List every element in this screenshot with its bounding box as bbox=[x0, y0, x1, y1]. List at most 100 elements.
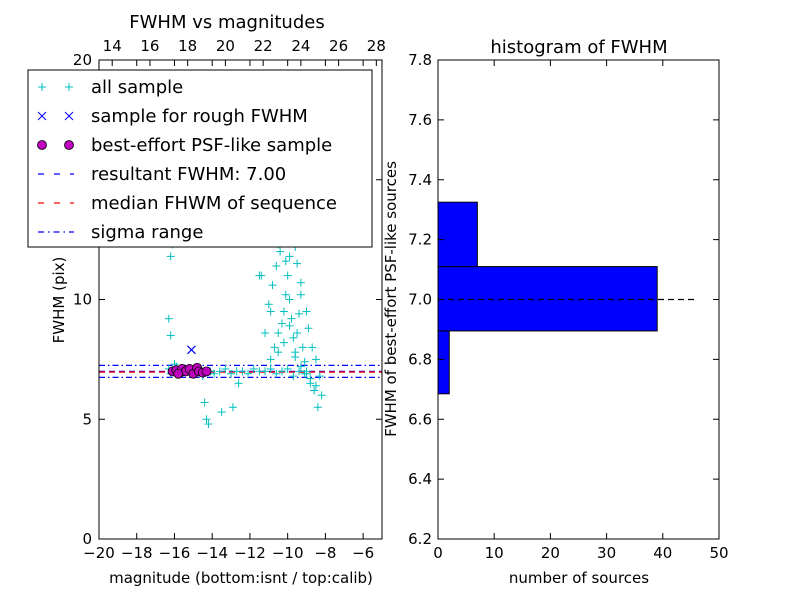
scatter-point-all-sample bbox=[317, 391, 326, 400]
scatter-point-all-sample bbox=[285, 321, 294, 330]
y-tick-label: 7.4 bbox=[408, 171, 432, 189]
scatter-point-all-sample bbox=[244, 369, 253, 378]
scatter-title: FWHM vs magnitudes bbox=[129, 12, 324, 33]
scatter-point-all-sample bbox=[311, 355, 320, 364]
scatter-point-all-sample bbox=[302, 307, 311, 316]
scatter-point-all-sample bbox=[266, 307, 275, 316]
x-tick-label: 30 bbox=[597, 544, 616, 562]
scatter-point-all-sample bbox=[221, 364, 230, 373]
scatter-point-all-sample bbox=[266, 364, 275, 373]
scatter-point-all-sample bbox=[304, 324, 313, 333]
scatter-point-all-sample bbox=[281, 257, 290, 266]
scatter-chart: FWHM vs magnitudes −20 −18 −16 −14 −12 −10 −8−… bbox=[27, 12, 386, 587]
scatter-point-all-sample bbox=[310, 386, 319, 395]
scatter-point-all-sample bbox=[278, 319, 287, 328]
x-tick-label: −14 bbox=[196, 544, 228, 562]
scatter-xlabel: magnitude (bottom:isnt / top:calib) bbox=[109, 569, 373, 587]
scatter-point-all-sample bbox=[234, 379, 243, 388]
scatter-point-all-sample bbox=[306, 379, 315, 388]
scatter-point-all-sample bbox=[283, 271, 292, 280]
scatter-point-all-sample bbox=[200, 398, 209, 407]
scatter-point-all-sample bbox=[276, 247, 285, 256]
scatter-point-all-sample bbox=[279, 338, 288, 347]
scatter-point-all-sample bbox=[283, 364, 292, 373]
x-tick-label: 40 bbox=[653, 544, 672, 562]
x-tick-label: 50 bbox=[709, 544, 728, 562]
scatter-point-all-sample bbox=[293, 259, 302, 268]
x-tick-label: 20 bbox=[541, 544, 560, 562]
y-tick-label: 6.6 bbox=[408, 410, 432, 428]
y-tick-label: 7.0 bbox=[408, 291, 432, 309]
scatter-point-all-sample bbox=[261, 329, 270, 338]
scatter-point-all-sample bbox=[210, 369, 219, 378]
scatter-point-all-sample bbox=[289, 333, 298, 342]
scatter-point-all-sample bbox=[291, 352, 300, 361]
scatter-point-all-sample bbox=[302, 367, 311, 376]
scatter-point-all-sample bbox=[281, 290, 290, 299]
x-tick-label: 0 bbox=[433, 544, 443, 562]
scatter-point-all-sample bbox=[228, 403, 237, 412]
y-tick-label: 7.2 bbox=[408, 231, 432, 249]
top-tick-label: 26 bbox=[329, 37, 348, 55]
scatter-point-all-sample bbox=[272, 369, 281, 378]
histogram-bar bbox=[437, 201, 478, 268]
scatter-point-all-sample bbox=[272, 261, 281, 270]
legend-box bbox=[27, 69, 373, 248]
scatter-point-all-sample bbox=[296, 290, 305, 299]
scatter-point-psf-sample bbox=[201, 366, 212, 377]
top-tick-label: 20 bbox=[216, 37, 235, 55]
scatter-point-all-sample bbox=[315, 372, 324, 381]
histogram-xlabel: number of sources bbox=[509, 569, 649, 587]
top-tick-label: 18 bbox=[178, 37, 197, 55]
scatter-point-all-sample bbox=[266, 355, 275, 364]
legend: all sample sample for rough FWHM best-effo… bbox=[27, 69, 373, 248]
scatter-point-all-sample bbox=[249, 364, 258, 373]
y-tick-label: 6.8 bbox=[408, 350, 432, 368]
scatter-point-all-sample bbox=[227, 369, 236, 378]
scatter-point-all-sample bbox=[217, 408, 226, 417]
scatter-point-all-sample bbox=[238, 367, 247, 376]
legend-label: best-effort PSF-like sample bbox=[91, 135, 332, 156]
scatter-point-all-sample bbox=[285, 295, 294, 304]
y-tick-label: 7.6 bbox=[408, 111, 432, 129]
scatter-point-all-sample bbox=[293, 329, 302, 338]
scatter-point-all-sample bbox=[300, 357, 309, 366]
scatter-point-all-sample bbox=[166, 331, 175, 340]
x-tick-label: −18 bbox=[121, 544, 153, 562]
scatter-point-all-sample bbox=[289, 372, 298, 381]
y-tick-label: 0 bbox=[82, 530, 92, 548]
x-tick-label: −6 bbox=[352, 544, 374, 562]
scatter-point-all-sample bbox=[274, 348, 283, 357]
scatter-point-all-sample bbox=[279, 307, 288, 316]
scatter-point-all-sample bbox=[278, 367, 287, 376]
legend-label: sigma range bbox=[91, 222, 203, 243]
scatter-point-all-sample bbox=[296, 278, 305, 287]
x-tick-label: −16 bbox=[159, 544, 191, 562]
y-tick-label: 5 bbox=[82, 410, 92, 428]
histogram-ylabel: FWHM of best-effort PSF-like sources bbox=[382, 161, 400, 437]
scatter-point-all-sample bbox=[294, 367, 303, 376]
legend-label: median FHWM of sequence bbox=[91, 193, 337, 214]
x-tick-label: −8 bbox=[314, 544, 336, 562]
top-tick-label: 16 bbox=[140, 37, 159, 55]
top-tick-label: 14 bbox=[103, 37, 122, 55]
top-tick-label: 22 bbox=[254, 37, 273, 55]
histogram-bar bbox=[437, 266, 658, 332]
scatter-plot-frame bbox=[98, 59, 383, 540]
histogram-title: histogram of FWHM bbox=[490, 37, 667, 58]
scatter-point-all-sample bbox=[264, 300, 273, 309]
scatter-point-all-sample bbox=[202, 415, 211, 424]
scatter-point-all-sample bbox=[255, 271, 264, 280]
scatter-point-all-sample bbox=[215, 367, 224, 376]
legend-label: all sample bbox=[91, 77, 183, 98]
legend-item: resultant FWHM: 7.00 bbox=[38, 164, 286, 185]
legend-item: sigma range bbox=[38, 222, 203, 243]
y-tick-label: 10 bbox=[73, 291, 92, 309]
scatter-point-all-sample bbox=[294, 309, 303, 318]
x-tick-label: −12 bbox=[234, 544, 266, 562]
legend-label: resultant FWHM: 7.00 bbox=[91, 164, 286, 185]
scatter-point-all-sample bbox=[285, 252, 294, 261]
top-tick-label: 28 bbox=[367, 37, 386, 55]
scatter-point-rough-sample bbox=[187, 345, 196, 355]
